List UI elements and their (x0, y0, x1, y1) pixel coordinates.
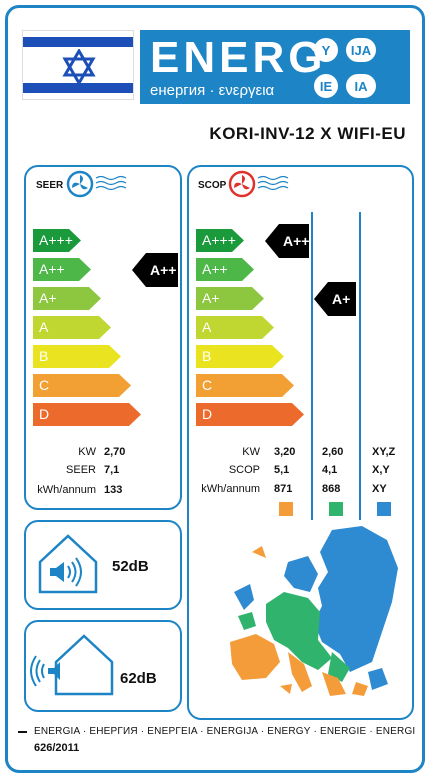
energy-header-banner: ENERG енергия · ενεργεια Y IJA IE IA (140, 30, 410, 104)
seer-class-label: C (39, 377, 50, 393)
seer-row-kwh-value: 133 (104, 484, 123, 496)
seer-row-kw-label: KW (78, 446, 96, 458)
scop-class-bar: A+ (196, 287, 264, 310)
scop-class-label: A+ (202, 290, 220, 306)
scop-column-divider-2 (359, 212, 361, 520)
energy-subtitle: енергия · ενεργεια (150, 82, 275, 99)
footer-dash (18, 731, 27, 733)
scop-class-bar: A+++ (196, 229, 244, 252)
scop-cold-scop: X,Y (372, 464, 390, 476)
scop-label: SCOP (198, 180, 227, 191)
outdoor-noise-value: 62dB (120, 670, 157, 687)
seer-class-bar: D (33, 403, 141, 426)
scop-class-label: B (202, 348, 212, 364)
seer-row-kw-value: 2,70 (104, 446, 126, 458)
seer-row-seer-value: 7,1 (104, 464, 120, 476)
outdoor-noise-panel (24, 620, 182, 712)
fan-heating-icon (228, 170, 289, 198)
seer-row-seer-label: SEER (66, 464, 96, 476)
regulation-number: 626/2011 (34, 742, 80, 754)
scop-class-bar: A++ (196, 258, 254, 281)
badge-y: Y (314, 38, 338, 62)
seer-class-label: A++ (39, 261, 65, 277)
scop-average-kw: 3,20 (274, 446, 296, 458)
scop-class-bar: C (196, 374, 294, 397)
badge-ie: IE (314, 74, 338, 98)
scop-class-label: C (202, 377, 213, 393)
indoor-speaker-house-icon (38, 534, 98, 594)
seer-class-bar: A+++ (33, 229, 81, 252)
zone-cold-swatch (377, 502, 391, 516)
seer-class-bar: C (33, 374, 131, 397)
model-name: KORI-INV-12 X WIFI-EU (209, 124, 406, 143)
seer-class-label: D (39, 406, 50, 422)
seer-class-label: A+ (39, 290, 57, 306)
indoor-noise-value: 52dB (112, 558, 149, 575)
star-of-david-icon (62, 49, 96, 85)
scop-column-divider-1 (311, 212, 313, 520)
fan-cooling-icon (66, 170, 127, 198)
seer-row-kwh-label: kWh/annum (37, 484, 96, 496)
seer-label: SEER (36, 180, 64, 191)
scop-class-bar: D (196, 403, 304, 426)
scop-class-bar: A (196, 316, 274, 339)
scop-row-kw-label: KW (242, 446, 260, 458)
footer-languages: ENERGIA · ЕНЕРГИЯ · ΕΝΕΡΓΕΙΑ · ENERGIJA … (34, 726, 416, 737)
israel-flag (22, 30, 134, 100)
flag-stripe-top (23, 37, 133, 47)
seer-class-label: A (39, 319, 49, 335)
zone-warm-swatch (279, 502, 293, 516)
scop-class-label: A+++ (202, 232, 236, 248)
scop-class-bar: B (196, 345, 284, 368)
seer-class-bar: A (33, 316, 111, 339)
scop-cold-kw: XY,Z (372, 446, 396, 458)
flag-stripe-bottom (23, 83, 133, 93)
outdoor-speaker-house-icon (30, 634, 114, 696)
seer-class-label: B (39, 348, 49, 364)
scop-class-label: D (202, 406, 213, 422)
seer-class-bar: A+ (33, 287, 101, 310)
seer-class-label: A+++ (39, 232, 73, 248)
zone-average-swatch (329, 502, 343, 516)
europe-climate-map (230, 526, 398, 696)
scop-row-scop-label: SCOP (228, 464, 260, 476)
seer-class-bar: B (33, 345, 121, 368)
scop-warm-scop: 4,1 (322, 464, 338, 476)
scop-row-kwh-label: kWh/annum (201, 483, 260, 495)
scop-average-scop: 5,1 (274, 464, 290, 476)
badge-ija: IJA (346, 38, 376, 62)
scop-cold-kwh: XY (372, 483, 387, 495)
scop-warm-kw: 2,60 (322, 446, 344, 458)
seer-class-bar: A++ (33, 258, 91, 281)
badge-ia: IA (346, 74, 376, 98)
energ-title: ENERG (150, 33, 327, 82)
scop-warm-kwh: 868 (322, 483, 341, 495)
scop-average-kwh: 871 (274, 483, 293, 495)
scop-class-label: A++ (202, 261, 228, 277)
indoor-noise-panel (24, 520, 182, 610)
scop-class-label: A (202, 319, 212, 335)
